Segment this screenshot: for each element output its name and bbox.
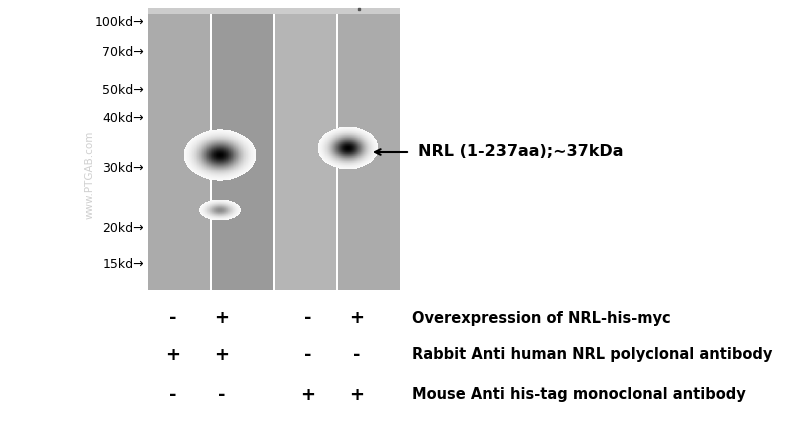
Bar	[274, 8, 337, 290]
Text: +: +	[165, 346, 181, 364]
Bar	[337, 8, 400, 290]
Text: 50kd→: 50kd→	[102, 83, 144, 96]
Text: -: -	[353, 346, 361, 364]
Text: Overexpression of NRL-his-myc: Overexpression of NRL-his-myc	[412, 310, 671, 326]
Bar	[210, 8, 212, 290]
Text: +: +	[301, 386, 315, 404]
Text: -: -	[218, 386, 226, 404]
Text: +: +	[350, 386, 364, 404]
Text: +: +	[214, 309, 230, 327]
Text: -: -	[169, 386, 177, 404]
Bar	[148, 8, 211, 290]
Text: +: +	[350, 309, 364, 327]
Text: 20kd→: 20kd→	[102, 221, 144, 234]
Text: Rabbit Anti human NRL polyclonal antibody: Rabbit Anti human NRL polyclonal antibod…	[412, 348, 772, 362]
Text: +: +	[214, 346, 230, 364]
Text: 15kd→: 15kd→	[102, 258, 144, 271]
Text: 100kd→: 100kd→	[94, 16, 144, 29]
Bar	[273, 8, 275, 290]
Text: 70kd→: 70kd→	[102, 46, 144, 59]
Bar	[211, 8, 274, 290]
Text: www.PTGAB.com: www.PTGAB.com	[85, 131, 95, 219]
Text: NRL (1-237aa);∼37kDa: NRL (1-237aa);∼37kDa	[418, 145, 624, 159]
Text: -: -	[304, 309, 312, 327]
Text: -: -	[304, 346, 312, 364]
Bar	[336, 8, 338, 290]
Text: -: -	[169, 309, 177, 327]
Text: 30kd→: 30kd→	[102, 161, 144, 175]
Text: Mouse Anti his-tag monoclonal antibody: Mouse Anti his-tag monoclonal antibody	[412, 388, 746, 402]
Bar	[148, 8, 400, 14]
Text: 40kd→: 40kd→	[102, 112, 144, 125]
